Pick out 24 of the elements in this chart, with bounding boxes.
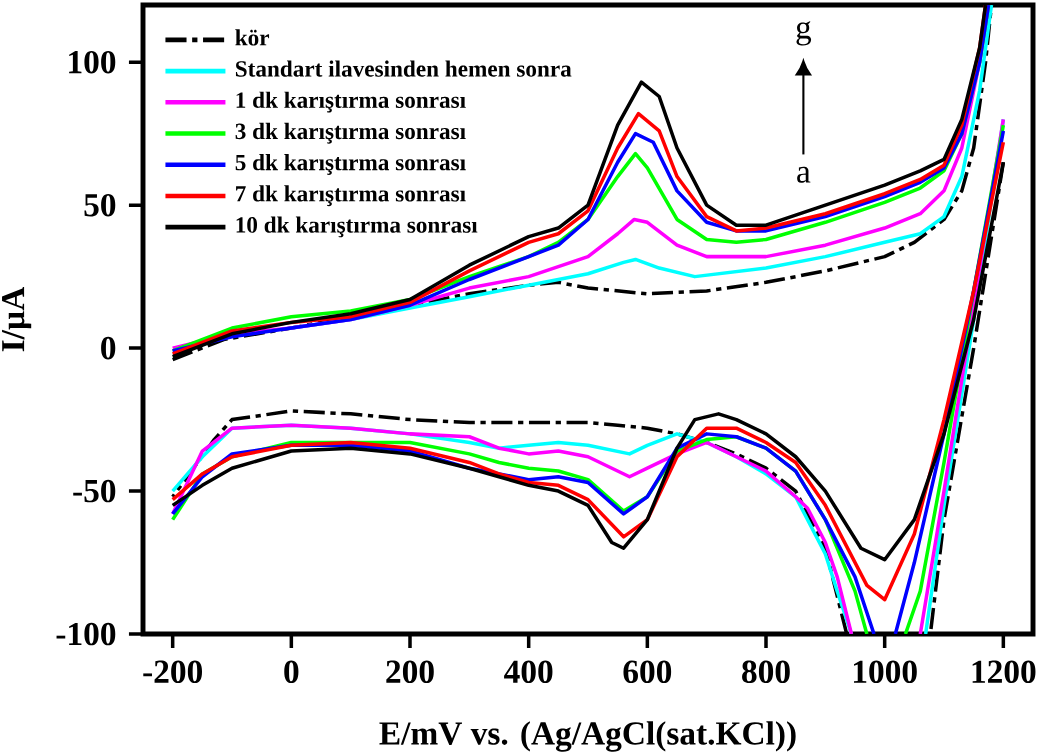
x-tick-label: 200 <box>386 660 434 684</box>
legend-label: kör <box>235 29 270 46</box>
x-tick-label: 1200 <box>972 660 1036 684</box>
x-tick-label: 0 <box>284 660 299 684</box>
y-tick-label: 50 <box>84 193 116 217</box>
legend-label: Standart ilavesinden hemen sonra <box>235 60 572 77</box>
x-tick-label: 800 <box>742 660 790 684</box>
x-tick-label: 600 <box>623 660 672 684</box>
annotation: g <box>796 21 812 46</box>
x-tick-label: 400 <box>504 660 553 684</box>
y-tick-label: 100 <box>69 50 116 74</box>
legend-label: 3 dk karıştırma sonrası <box>235 122 466 144</box>
y-tick-label: 0 <box>101 336 116 360</box>
x-tick-label: -200 <box>143 660 203 684</box>
annotation: a <box>797 166 811 183</box>
y-axis-title: I/µA <box>2 286 32 352</box>
y-tick-label: -100 <box>56 622 116 646</box>
legend-label: 7 dk karıştırma sonrası <box>236 185 466 207</box>
legend-label: 5 dk karıştırma sonrası <box>235 154 466 175</box>
y-tick-label: -50 <box>73 479 116 503</box>
x-axis-title: E/mV vs. (Ag/AgCl(sat.KCl)) <box>379 721 796 752</box>
x-tick-label: 1000 <box>853 660 917 684</box>
legend-label: 10 dk karıştırma sonrası <box>236 216 478 238</box>
legend-label: 1 dk karıştırma sonrası <box>236 91 466 113</box>
